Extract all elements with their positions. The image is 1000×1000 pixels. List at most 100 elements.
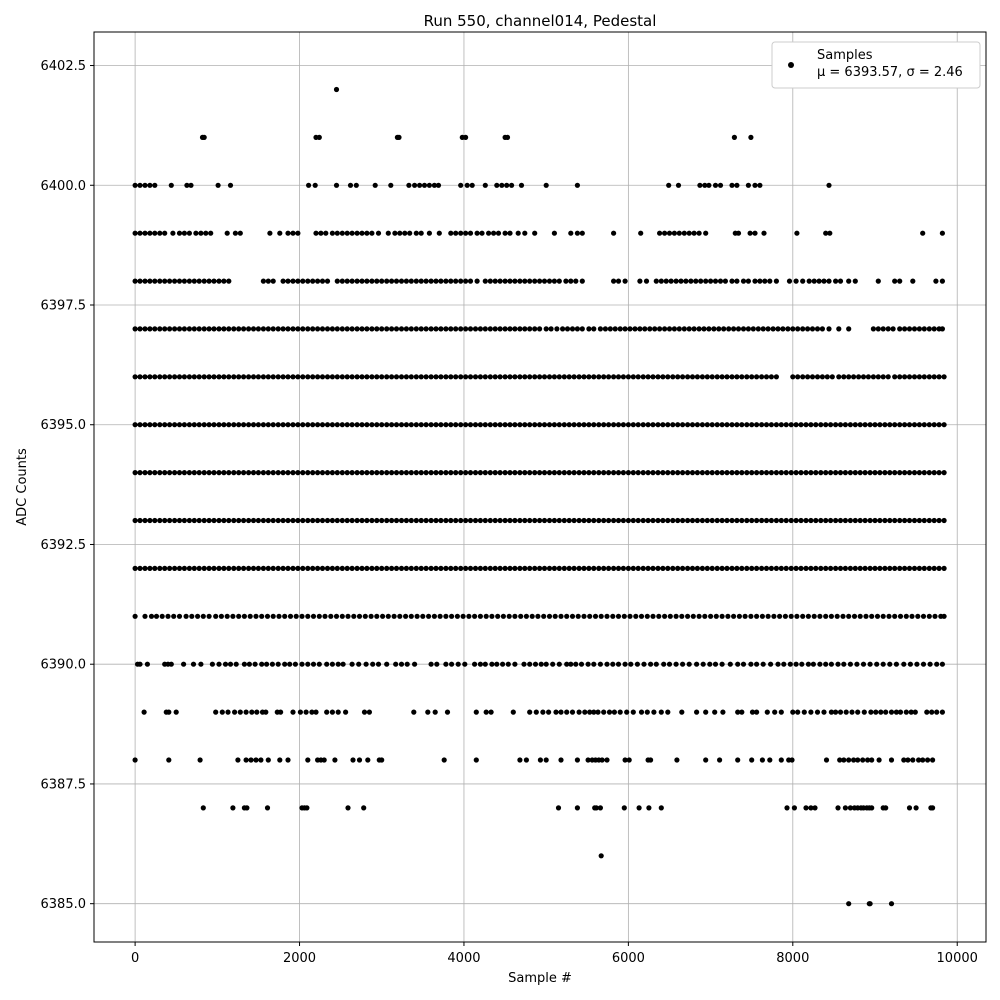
sample-point bbox=[556, 661, 562, 667]
sample-point bbox=[431, 613, 437, 619]
sample-point bbox=[339, 470, 345, 476]
sample-point bbox=[646, 805, 652, 811]
sample-point bbox=[425, 709, 431, 715]
sample-point bbox=[566, 565, 572, 572]
sample-point bbox=[888, 709, 895, 715]
sample-point bbox=[482, 326, 488, 332]
sample-point bbox=[171, 613, 177, 619]
sample-point bbox=[670, 470, 676, 476]
sample-point bbox=[354, 278, 360, 284]
sample-point bbox=[247, 613, 253, 619]
sample-point bbox=[253, 613, 259, 619]
sample-point bbox=[941, 565, 947, 572]
sample-point bbox=[763, 470, 770, 476]
sample-point bbox=[502, 374, 508, 380]
sample-point bbox=[305, 326, 311, 332]
sample-point bbox=[862, 517, 868, 524]
sample-point bbox=[939, 661, 946, 667]
sample-point bbox=[576, 374, 582, 380]
sample-point bbox=[462, 661, 468, 667]
sample-point bbox=[926, 470, 932, 476]
sample-point bbox=[393, 661, 399, 667]
sample-point bbox=[142, 326, 148, 332]
sample-point bbox=[264, 613, 271, 619]
sample-point bbox=[438, 326, 444, 332]
sample-point bbox=[453, 422, 459, 428]
sample-point bbox=[854, 661, 860, 667]
sample-point bbox=[689, 565, 696, 572]
sample-point bbox=[933, 278, 939, 284]
sample-point bbox=[702, 182, 708, 188]
sample-point bbox=[315, 278, 321, 284]
sample-point bbox=[226, 517, 232, 524]
sample-point bbox=[225, 709, 231, 715]
sample-point bbox=[665, 709, 671, 715]
sample-point bbox=[826, 278, 832, 284]
sample-point bbox=[767, 278, 773, 284]
sample-point bbox=[579, 326, 585, 332]
sample-point bbox=[755, 326, 761, 332]
sample-point bbox=[640, 422, 646, 428]
sample-point bbox=[467, 422, 474, 428]
sample-point bbox=[813, 422, 819, 428]
sample-point bbox=[393, 422, 400, 428]
sample-point bbox=[413, 517, 419, 524]
sample-point bbox=[167, 326, 173, 332]
sample-point bbox=[837, 565, 844, 572]
sample-point bbox=[568, 278, 574, 284]
sample-point bbox=[671, 230, 678, 236]
sample-point bbox=[344, 517, 350, 524]
sample-point bbox=[152, 230, 158, 236]
sample-point bbox=[448, 422, 454, 428]
sample-point bbox=[556, 517, 562, 524]
sample-point bbox=[385, 230, 391, 236]
sample-point bbox=[773, 565, 780, 572]
sample-point bbox=[906, 374, 913, 380]
sample-point bbox=[186, 517, 192, 524]
sample-point bbox=[591, 517, 597, 524]
sample-point bbox=[152, 326, 158, 332]
sample-point bbox=[393, 278, 400, 284]
sample-point bbox=[770, 326, 776, 332]
sample-point bbox=[290, 565, 296, 572]
sample-point bbox=[316, 613, 322, 619]
sample-point bbox=[333, 86, 340, 93]
sample-point bbox=[375, 230, 382, 236]
sample-point bbox=[744, 565, 750, 572]
sample-point bbox=[231, 326, 237, 332]
sample-point bbox=[685, 517, 691, 524]
sample-point bbox=[285, 422, 291, 428]
sample-point bbox=[313, 709, 319, 715]
sample-point bbox=[543, 182, 549, 188]
sample-point bbox=[586, 470, 592, 476]
sample-point bbox=[665, 470, 671, 476]
sample-point bbox=[507, 565, 513, 572]
sample-point bbox=[734, 517, 740, 524]
sample-point bbox=[913, 805, 919, 811]
sample-point bbox=[423, 326, 429, 332]
sample-point bbox=[637, 278, 643, 284]
sample-point bbox=[512, 278, 518, 284]
sample-point bbox=[780, 326, 786, 332]
sample-point bbox=[264, 805, 271, 811]
sample-point bbox=[226, 470, 232, 476]
sample-point bbox=[719, 661, 725, 667]
sample-point bbox=[206, 470, 212, 476]
sample-point bbox=[803, 517, 809, 524]
sample-point bbox=[201, 326, 207, 332]
sample-point bbox=[280, 278, 286, 284]
sample-point bbox=[265, 517, 271, 524]
sample-point bbox=[857, 613, 863, 619]
sample-point bbox=[527, 374, 533, 380]
sample-point bbox=[529, 613, 535, 619]
sample-point bbox=[576, 470, 582, 476]
sample-point bbox=[398, 565, 405, 572]
sample-point bbox=[906, 805, 913, 811]
sample-point bbox=[625, 517, 632, 524]
sample-point bbox=[869, 805, 875, 811]
sample-point bbox=[630, 709, 636, 715]
sample-point bbox=[789, 757, 795, 763]
sample-point bbox=[332, 757, 338, 763]
sample-point bbox=[752, 230, 758, 236]
sample-point bbox=[487, 278, 493, 284]
